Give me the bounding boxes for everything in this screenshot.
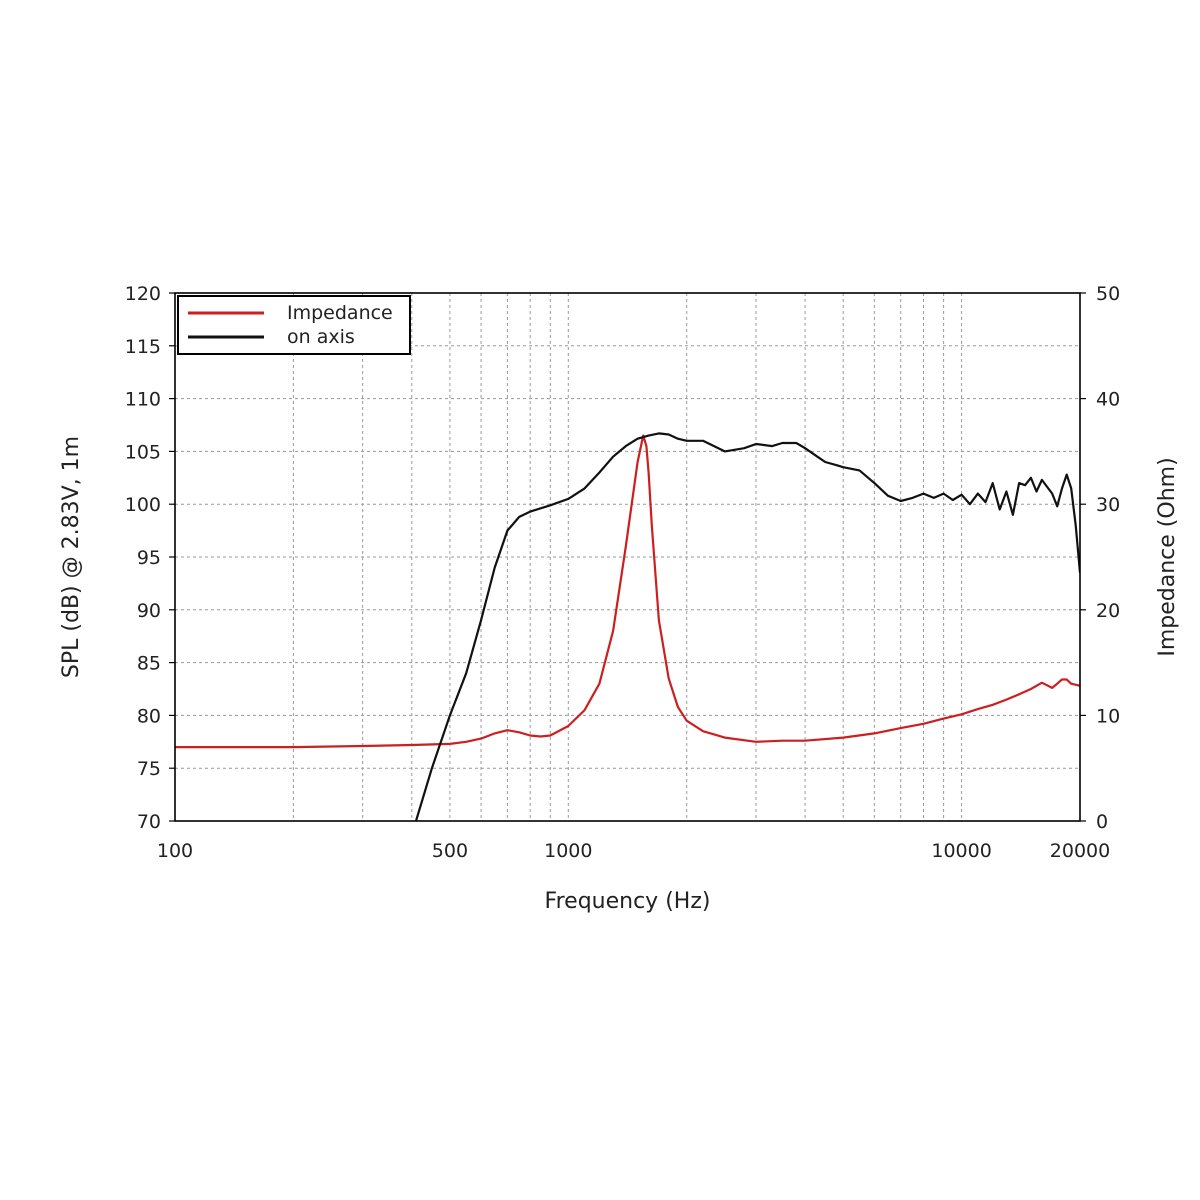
y-tick-label: 115	[125, 336, 161, 358]
y2-tick-label: 50	[1096, 283, 1120, 305]
y-axis-title: SPL (dB) @ 2.83V, 1m	[59, 436, 84, 678]
x-tick-label: 100	[157, 840, 193, 862]
series-line-impedance	[175, 434, 1080, 749]
legend-box	[177, 295, 411, 355]
y-tick-label: 110	[125, 389, 161, 411]
ticks: 100 500 1000 10000 2000070758085909510010511…	[125, 283, 1120, 862]
x-tick-label: 10000	[931, 840, 991, 862]
y-tick-label: 105	[125, 441, 161, 463]
y-tick-label: 120	[125, 283, 161, 305]
series-layer	[175, 432, 1080, 821]
y-tick-label: 70	[137, 811, 161, 833]
y2-tick-label: 10	[1096, 705, 1120, 727]
series-line-on-axis	[414, 432, 1080, 821]
y-tick-label: 80	[137, 705, 161, 727]
x-axis-title: Frequency (Hz)	[545, 889, 711, 914]
y2-tick-label: 30	[1096, 494, 1120, 516]
y-tick-label: 95	[137, 547, 161, 569]
y2-tick-label: 20	[1096, 600, 1120, 622]
legend: Impedance on axis	[177, 295, 411, 355]
y2-tick-label: 40	[1096, 389, 1120, 411]
legend-label-impedance: Impedance	[287, 302, 393, 324]
y-tick-label: 100	[125, 494, 161, 516]
x-tick-label: 1000	[544, 840, 592, 862]
y2-axis-title: Impedance (Ohm)	[1155, 457, 1180, 656]
x-tick-label: 20000	[1050, 840, 1110, 862]
y-tick-label: 90	[137, 600, 161, 622]
y-tick-label: 85	[137, 653, 161, 675]
y2-tick-label: 0	[1096, 811, 1108, 833]
y-tick-label: 75	[137, 758, 161, 780]
x-tick-label: 500	[432, 840, 468, 862]
legend-label-on-axis: on axis	[287, 326, 355, 348]
